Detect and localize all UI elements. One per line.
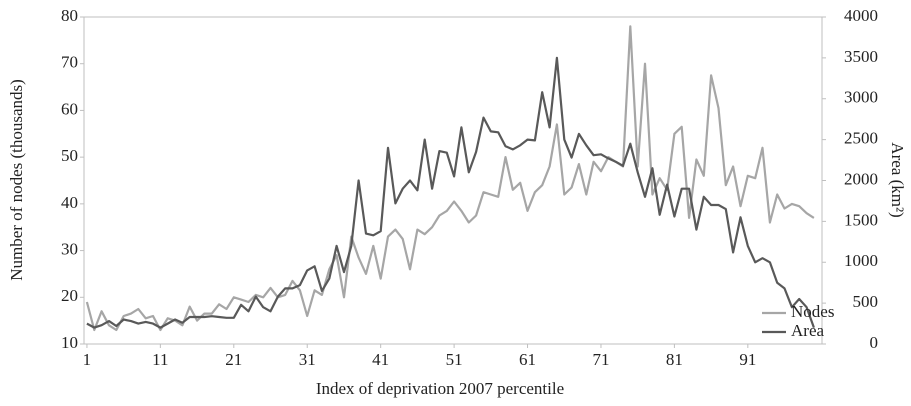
y-tick-label: 80 <box>61 6 78 25</box>
y2-axis-label: Area (km²) <box>888 142 907 217</box>
y2-tick-label: 500 <box>853 292 879 311</box>
y-tick-label: 40 <box>61 193 78 212</box>
y-tick-label: 10 <box>61 333 78 352</box>
y2-tick-label: 2500 <box>844 129 878 148</box>
plot-frame <box>83 16 823 345</box>
y-tick-label: 20 <box>61 286 78 305</box>
x-tick-label: 51 <box>446 350 463 369</box>
x-tick-label: 61 <box>519 350 536 369</box>
y2-tick-label: 0 <box>870 333 879 352</box>
x-tick-label: 91 <box>739 350 756 369</box>
y-tick-label: 60 <box>61 99 78 118</box>
y2-tick-label: 1000 <box>844 251 878 270</box>
x-tick-label: 31 <box>299 350 316 369</box>
y2-tick-label: 2000 <box>844 169 878 188</box>
y-tick-label: 50 <box>61 146 78 165</box>
legend-label: Area <box>791 321 824 340</box>
y-tick-label: 30 <box>61 239 78 258</box>
x-tick-label: 11 <box>152 350 168 369</box>
y2-tick-label: 3500 <box>844 47 878 66</box>
series-line <box>86 56 815 329</box>
y2-tick-label: 1500 <box>844 210 878 229</box>
x-tick-label: 81 <box>666 350 683 369</box>
legend-label: Nodes <box>791 302 834 321</box>
y-axis-label: Number of nodes (thousands) <box>7 79 26 281</box>
y-tick-label: 70 <box>61 53 78 72</box>
x-tick-label: 1 <box>83 350 92 369</box>
x-tick-label: 71 <box>592 350 609 369</box>
x-axis-label: Index of deprivation 2007 percentile <box>316 379 564 398</box>
x-tick-label: 41 <box>372 350 389 369</box>
y2-tick-label: 3000 <box>844 88 878 107</box>
y2-tick-label: 4000 <box>844 6 878 25</box>
series-line <box>85 25 815 332</box>
x-tick-label: 21 <box>225 350 242 369</box>
